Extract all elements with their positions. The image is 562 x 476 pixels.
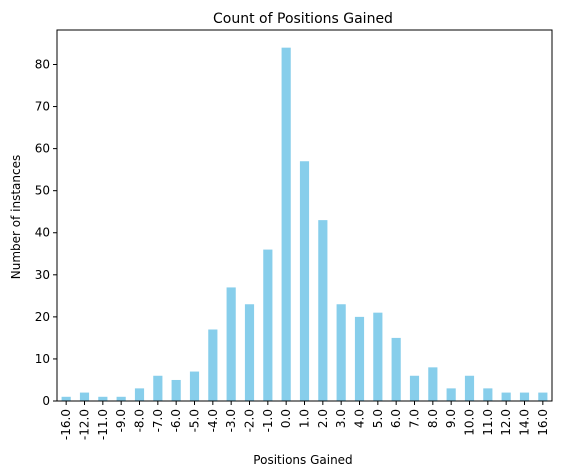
x-axis-title: Positions Gained <box>253 453 352 467</box>
bar--5.0 <box>189 371 200 401</box>
bar--8.0 <box>134 388 145 401</box>
bar--11.0 <box>98 396 108 401</box>
x-tick-label: 9.0 <box>444 409 458 428</box>
bar-16.0 <box>538 392 548 401</box>
bar-1.0 <box>299 161 310 401</box>
y-tick-label: 10 <box>35 352 50 366</box>
y-tick-label: 20 <box>35 310 50 324</box>
x-tick-label: 16.0 <box>536 409 550 436</box>
x-tick-label: 2.0 <box>316 409 330 428</box>
x-tick-label: -12.0 <box>78 409 92 440</box>
bar-3.0 <box>336 304 346 401</box>
bar--4.0 <box>208 329 218 401</box>
bar--9.0 <box>116 396 126 401</box>
chart-title: Count of Positions Gained <box>213 11 393 27</box>
x-tick-label: 12.0 <box>499 409 513 436</box>
bar--6.0 <box>171 379 181 401</box>
bar--12.0 <box>79 392 90 401</box>
bar-10.0 <box>464 375 475 401</box>
x-axis: -16.0 -12.0 -11.0 -9.0 -8.0 -7.0 -6.0 -5.0 -4.0-… <box>59 401 550 440</box>
x-tick-label: -9.0 <box>114 409 128 432</box>
x-tick-label: 5.0 <box>371 409 385 428</box>
bar-7.0 <box>409 375 420 401</box>
bar-2.0 <box>318 220 328 401</box>
x-tick-label: -5.0 <box>188 409 202 432</box>
bar--7.0 <box>153 375 163 401</box>
x-tick-label: -2.0 <box>243 409 257 432</box>
bar-9.0 <box>446 388 456 401</box>
x-tick-label: 10.0 <box>463 409 477 436</box>
x-tick-label: -8.0 <box>133 409 147 432</box>
x-tick-label: -3.0 <box>224 409 238 432</box>
bar-0.0 <box>281 47 291 402</box>
bar--1.0 <box>263 249 273 401</box>
x-tick-label: 4.0 <box>353 409 367 428</box>
bar-8.0 <box>428 367 438 401</box>
x-tick-label: 0.0 <box>279 409 293 428</box>
bar-12.0 <box>501 392 511 401</box>
y-tick-label: 60 <box>35 142 50 156</box>
x-tick-label: -6.0 <box>169 409 183 432</box>
y-tick-label: 80 <box>35 57 50 71</box>
x-tick-label: -11.0 <box>96 409 110 440</box>
y-tick-label: 50 <box>35 184 50 198</box>
y-axis: 0 10 20 30 40 50 60 70 80 <box>35 57 57 408</box>
bar-4.0 <box>354 316 365 401</box>
y-tick-label: 40 <box>35 226 50 240</box>
bar--2.0 <box>244 304 255 401</box>
bar--3.0 <box>226 287 236 401</box>
x-tick-label: -16.0 <box>59 409 73 440</box>
y-tick-label: 70 <box>35 100 50 114</box>
x-tick-label: 3.0 <box>334 409 348 428</box>
y-tick-label: 0 <box>42 394 50 408</box>
bar-5.0 <box>373 312 383 401</box>
bars-group <box>61 47 548 402</box>
y-tick-label: 30 <box>35 268 50 282</box>
x-tick-label: -7.0 <box>151 409 165 432</box>
x-tick-label: 6.0 <box>389 409 403 428</box>
y-axis-title: Number of instances <box>9 155 23 280</box>
bar-6.0 <box>391 337 401 401</box>
x-tick-label: 14.0 <box>518 409 532 436</box>
x-tick-label: 1.0 <box>298 409 312 428</box>
x-tick-label: 7.0 <box>408 409 422 428</box>
x-tick-label: -1.0 <box>261 409 275 432</box>
x-tick-label: 11.0 <box>481 409 495 436</box>
bar-14.0 <box>519 392 530 401</box>
x-tick-label: 8.0 <box>426 409 440 428</box>
bar--16.0 <box>61 396 71 401</box>
x-tick-label: -4.0 <box>206 409 220 432</box>
bar-11.0 <box>483 388 493 401</box>
